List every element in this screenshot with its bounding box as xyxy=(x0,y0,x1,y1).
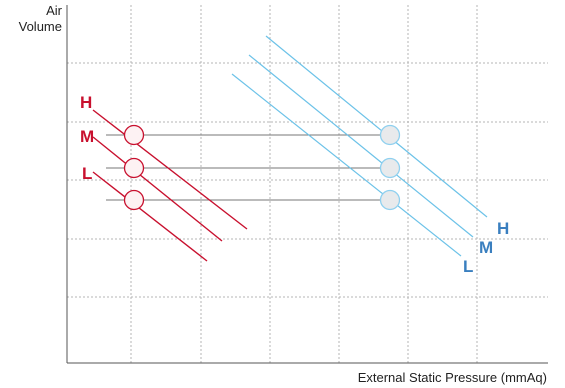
right-operating-point xyxy=(379,124,401,146)
operating-point-markers xyxy=(123,124,401,211)
right-curve-l xyxy=(231,73,462,257)
axes xyxy=(66,5,548,364)
right-operating-point xyxy=(379,189,401,211)
right-operating-point xyxy=(379,157,401,179)
y-axis-label: Air Volume xyxy=(0,3,62,36)
left-speed-label-h: H xyxy=(80,93,92,112)
connector-lines xyxy=(106,134,390,201)
right-speed-label-m: M xyxy=(479,238,493,257)
grid xyxy=(67,5,548,363)
left-curve-l xyxy=(92,171,208,262)
left-speed-label-l: L xyxy=(82,164,92,183)
right-speed-label-l: L xyxy=(463,257,473,276)
right-curve-m xyxy=(248,54,474,238)
y-axis-label-line-2: Volume xyxy=(18,19,62,35)
left-curve-h xyxy=(92,109,248,230)
right-curve-group xyxy=(231,35,488,257)
left-curve-group xyxy=(92,109,248,262)
left-operating-point xyxy=(123,124,145,146)
y-axis-label-line-1: Air xyxy=(46,3,62,18)
x-axis-label: External Static Pressure (mmAq) xyxy=(357,370,547,385)
left-curve-m xyxy=(92,136,223,242)
right-speed-label-h: H xyxy=(497,219,509,238)
right-curve-h xyxy=(265,35,488,218)
left-speed-label-m: M xyxy=(80,127,94,146)
left-operating-point xyxy=(123,157,145,179)
left-operating-point xyxy=(123,189,145,211)
